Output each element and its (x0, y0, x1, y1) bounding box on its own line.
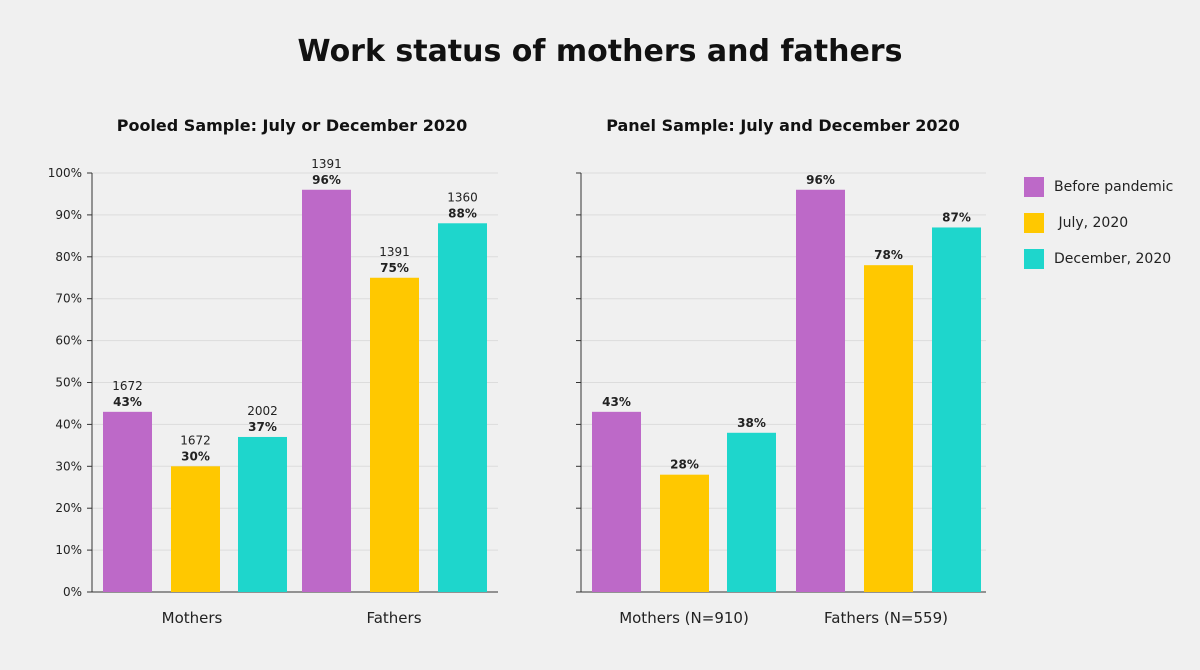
bar-value-label: 88% (448, 206, 477, 220)
y-tick-label: 70% (55, 292, 82, 306)
y-tick-label: 0% (63, 585, 82, 599)
legend-label: December, 2020 (1054, 251, 1172, 267)
y-tick-label: 30% (55, 459, 82, 473)
legend-swatch-before-pandemic (1024, 177, 1044, 197)
x-category-label: Mothers (N=910) (619, 609, 749, 627)
bar-value-label: 43% (113, 395, 142, 409)
bar (438, 223, 487, 592)
y-tick-label: 10% (55, 543, 82, 557)
legend-swatch-july-2020 (1024, 213, 1044, 233)
bar (796, 189, 845, 592)
pooled-panel-title: Pooled Sample: July or December 2020 (116, 116, 468, 135)
bar (370, 277, 419, 592)
bar (727, 432, 776, 592)
bar-n-label: 1391 (379, 245, 410, 259)
legend-item-december-2020: December, 2020 (1024, 249, 1173, 269)
legend-label: Before pandemic (1054, 179, 1174, 195)
bar-n-label: 1672 (180, 433, 211, 447)
bar (592, 411, 641, 592)
y-tick-label: 20% (55, 501, 82, 515)
bar (864, 265, 913, 592)
bar-n-label: 2002 (247, 404, 278, 418)
legend-item-july-2020: July, 2020 (1024, 213, 1173, 233)
bar-n-label: 1391 (311, 157, 342, 171)
bar-value-label: 96% (806, 173, 835, 187)
y-tick-label: 80% (55, 250, 82, 264)
bar (302, 189, 351, 592)
bar-value-label: 78% (874, 248, 903, 262)
panel-panel-title: Panel Sample: July and December 2020 (606, 116, 960, 135)
bar (171, 466, 220, 592)
figure-title: Work status of mothers and fathers (297, 34, 903, 69)
y-tick-label: 90% (55, 208, 82, 222)
bar (103, 411, 152, 592)
legend-item-before-pandemic: Before pandemic (1024, 177, 1173, 197)
x-category-label: Fathers (366, 609, 421, 627)
bar-n-label: 1672 (112, 379, 143, 393)
y-tick-label: 50% (55, 376, 82, 390)
bar (238, 436, 287, 592)
bar-value-label: 87% (942, 210, 971, 224)
bar-value-label: 75% (380, 261, 409, 275)
bar-value-label: 96% (312, 173, 341, 187)
x-category-label: Mothers (162, 609, 223, 627)
y-tick-label: 60% (55, 334, 82, 348)
legend-label: July, 2020 (1054, 215, 1129, 231)
bar-value-label: 38% (737, 416, 766, 430)
bar (660, 474, 709, 592)
y-tick-label: 100% (48, 166, 82, 180)
legend: Before pandemic July, 2020 December, 202… (1024, 177, 1173, 285)
bar-value-label: 28% (670, 458, 699, 472)
x-category-label: Fathers (N=559) (824, 609, 948, 627)
legend-swatch-december-2020 (1024, 249, 1044, 269)
bar-n-label: 1360 (447, 190, 478, 204)
bar-value-label: 43% (602, 395, 631, 409)
bar (932, 227, 981, 592)
bar-value-label: 30% (181, 449, 210, 463)
y-tick-label: 40% (55, 417, 82, 431)
bar-value-label: 37% (248, 420, 277, 434)
